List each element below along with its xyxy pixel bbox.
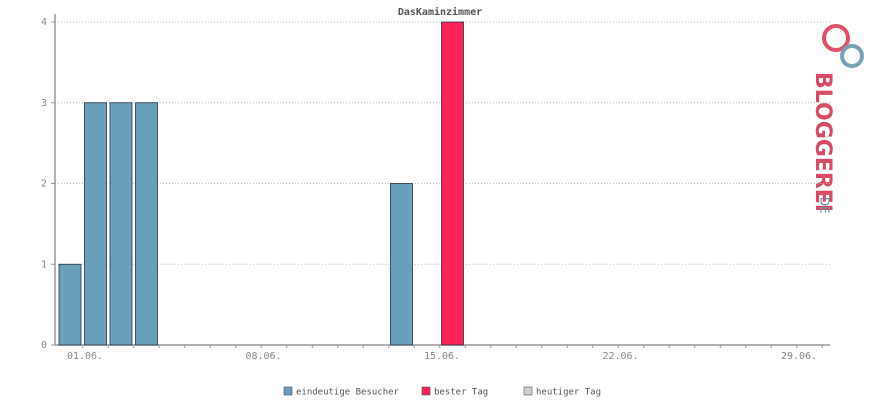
logo-suffix: .DE (818, 193, 832, 214)
x-tick-label: 01.06. (67, 351, 103, 362)
legend-label: heutiger Tag (536, 388, 601, 398)
bar (109, 102, 133, 346)
x-tick-label: 29.06. (781, 351, 817, 362)
legend-label: bester Tag (434, 388, 488, 398)
y-tick-label: 4 (41, 17, 47, 28)
bar (135, 102, 158, 346)
legend-label: eindeutige Besucher (296, 388, 400, 398)
y-tick-label: 2 (41, 179, 47, 190)
legend-swatch (523, 386, 533, 396)
logo-text: BLOGGEREI (810, 72, 835, 212)
logo: BLOGGEREI .DE (810, 24, 864, 214)
legend-swatch (283, 386, 293, 396)
bar (58, 263, 82, 346)
chart-title: DasKaminzimmer (398, 6, 482, 18)
x-tick-label: 22.06. (602, 351, 638, 362)
bar (441, 21, 464, 346)
y-tick-label: 3 (41, 98, 47, 109)
x-tick-label: 15.06. (424, 351, 460, 362)
x-tick-label: 08.06. (245, 351, 281, 362)
bar (84, 102, 107, 346)
logo-icon (840, 44, 864, 68)
y-tick-label: 0 (41, 340, 47, 351)
bar (390, 183, 413, 346)
y-tick-label: 1 (41, 259, 47, 270)
logo-icon (822, 24, 850, 52)
legend-swatch (421, 386, 431, 396)
